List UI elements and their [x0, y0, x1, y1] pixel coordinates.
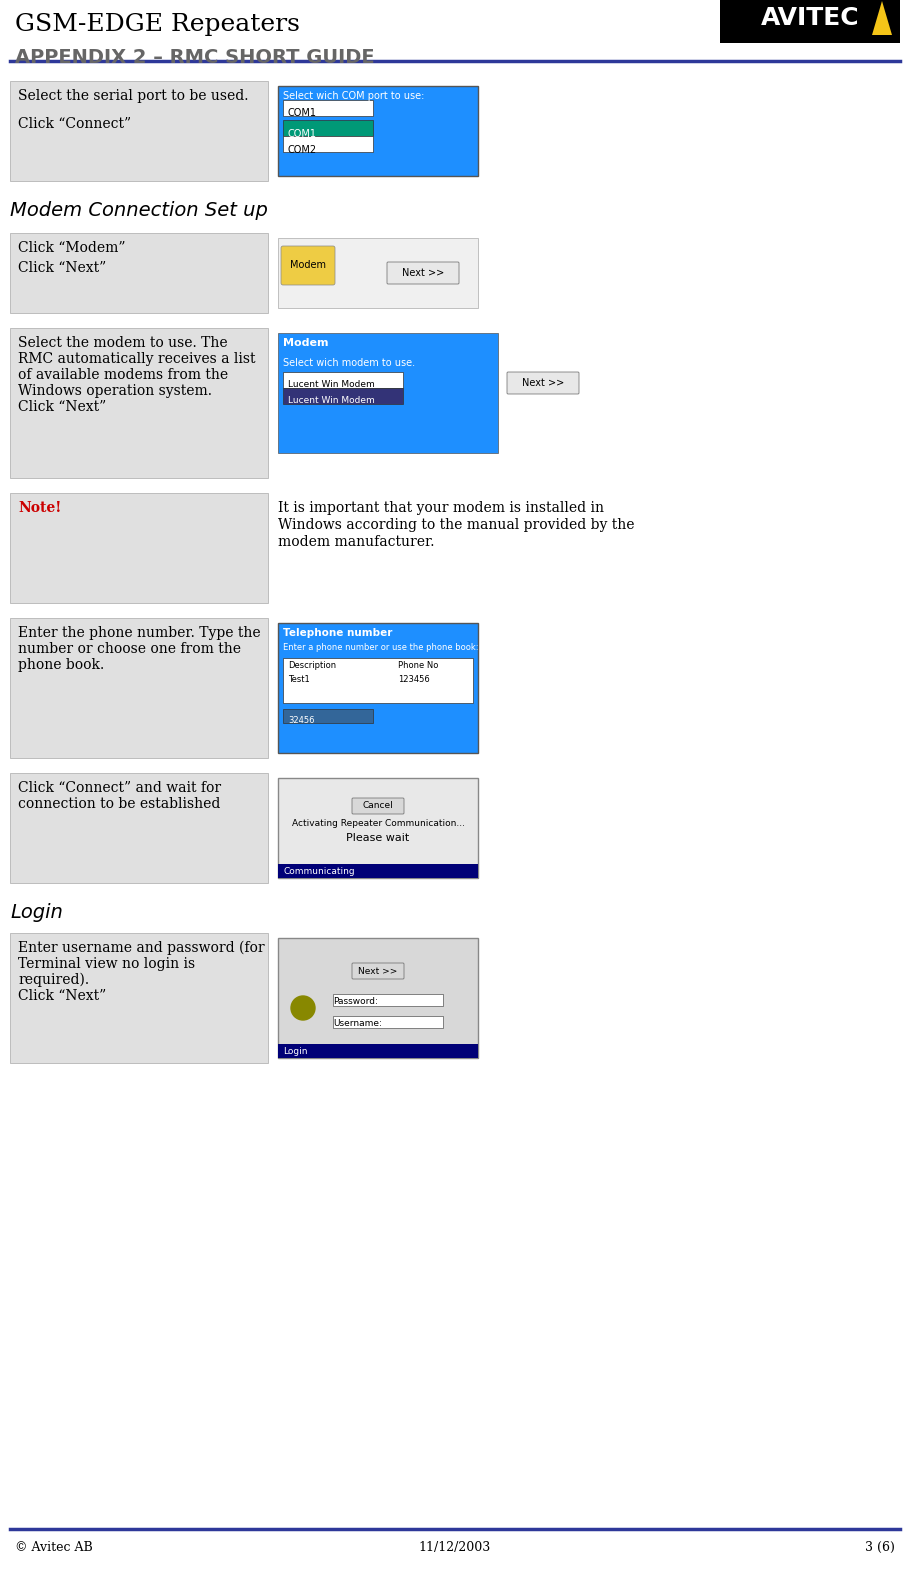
Text: Terminal view no login is: Terminal view no login is [18, 958, 195, 971]
FancyBboxPatch shape [278, 864, 478, 878]
Polygon shape [872, 2, 892, 35]
Text: Lucent Win Modem: Lucent Win Modem [288, 396, 374, 406]
Text: Click “Next”: Click “Next” [18, 990, 107, 1002]
Text: Modem: Modem [283, 337, 329, 348]
Text: Password:: Password: [333, 998, 378, 1006]
Text: RMC automatically receives a list: RMC automatically receives a list [18, 352, 255, 366]
Text: of available modems from the: of available modems from the [18, 368, 228, 382]
FancyBboxPatch shape [278, 624, 478, 753]
Text: number or choose one from the: number or choose one from the [18, 643, 241, 655]
Circle shape [291, 996, 315, 1020]
Text: Enter username and password (for: Enter username and password (for [18, 940, 264, 955]
Text: Select wich modem to use.: Select wich modem to use. [283, 358, 415, 368]
Text: Click “Next”: Click “Next” [18, 261, 107, 275]
Text: phone book.: phone book. [18, 659, 104, 671]
FancyBboxPatch shape [10, 328, 268, 477]
FancyBboxPatch shape [281, 247, 335, 285]
Text: Description: Description [288, 660, 336, 670]
Text: Click “Connect” and wait for: Click “Connect” and wait for [18, 781, 221, 796]
FancyBboxPatch shape [283, 372, 403, 388]
Text: Windows according to the manual provided by the: Windows according to the manual provided… [278, 519, 634, 531]
FancyBboxPatch shape [10, 617, 268, 757]
Text: Communicating: Communicating [283, 867, 354, 875]
FancyBboxPatch shape [352, 963, 404, 978]
FancyBboxPatch shape [283, 388, 403, 404]
Text: It is important that your modem is installed in: It is important that your modem is insta… [278, 501, 604, 515]
Text: connection to be established: connection to be established [18, 797, 220, 811]
FancyBboxPatch shape [720, 0, 900, 43]
Text: Login: Login [10, 904, 63, 923]
Text: Activating Repeater Communication...: Activating Repeater Communication... [292, 818, 465, 827]
FancyBboxPatch shape [10, 493, 268, 603]
FancyBboxPatch shape [278, 778, 478, 878]
Text: Note!: Note! [18, 501, 61, 515]
Text: 123456: 123456 [398, 675, 430, 684]
Text: Login: Login [283, 1047, 308, 1055]
FancyBboxPatch shape [283, 119, 373, 135]
Text: Select wich COM port to use:: Select wich COM port to use: [283, 91, 425, 100]
Text: Click “Modem”: Click “Modem” [18, 240, 126, 255]
Text: Please wait: Please wait [346, 834, 410, 843]
FancyBboxPatch shape [278, 939, 478, 1058]
FancyBboxPatch shape [283, 100, 373, 116]
Text: Next >>: Next >> [402, 267, 445, 278]
FancyBboxPatch shape [333, 994, 443, 1006]
Text: Click “Next”: Click “Next” [18, 399, 107, 414]
Text: modem manufacturer.: modem manufacturer. [278, 535, 435, 549]
FancyBboxPatch shape [10, 232, 268, 313]
FancyBboxPatch shape [278, 239, 478, 309]
FancyBboxPatch shape [387, 263, 459, 285]
FancyBboxPatch shape [10, 81, 268, 181]
FancyBboxPatch shape [507, 372, 579, 395]
FancyBboxPatch shape [283, 135, 373, 153]
Text: Next >>: Next >> [358, 966, 398, 975]
FancyBboxPatch shape [278, 1044, 478, 1058]
Text: Telephone number: Telephone number [283, 628, 393, 638]
FancyBboxPatch shape [278, 86, 478, 177]
Text: Cancel: Cancel [363, 802, 394, 810]
Text: Lucent Win Modem: Lucent Win Modem [288, 380, 374, 390]
Text: Click “Connect”: Click “Connect” [18, 118, 131, 130]
Text: 3 (6): 3 (6) [865, 1542, 895, 1554]
FancyBboxPatch shape [352, 799, 404, 815]
Text: Select the serial port to be used.: Select the serial port to be used. [18, 89, 249, 103]
Text: © Avitec AB: © Avitec AB [15, 1542, 93, 1554]
Text: Modem Connection Set up: Modem Connection Set up [10, 200, 268, 220]
Text: AVITEC: AVITEC [761, 6, 859, 30]
Text: Modem: Modem [290, 259, 326, 270]
Text: Enter a phone number or use the phone book:: Enter a phone number or use the phone bo… [283, 643, 478, 652]
Text: Phone No: Phone No [398, 660, 438, 670]
Text: 11/12/2003: 11/12/2003 [419, 1542, 491, 1554]
Text: APPENDIX 2 – RMC SHORT GUIDE: APPENDIX 2 – RMC SHORT GUIDE [15, 48, 374, 67]
Text: Test1: Test1 [288, 675, 310, 684]
Text: GSM-EDGE Repeaters: GSM-EDGE Repeaters [15, 13, 300, 37]
Text: Enter the phone number. Type the: Enter the phone number. Type the [18, 625, 261, 640]
Text: Username:: Username: [333, 1018, 382, 1028]
FancyBboxPatch shape [283, 659, 473, 703]
Text: 32456: 32456 [288, 716, 314, 725]
FancyBboxPatch shape [10, 773, 268, 883]
Text: COM1: COM1 [288, 129, 317, 138]
FancyBboxPatch shape [10, 932, 268, 1063]
FancyBboxPatch shape [283, 710, 373, 722]
Text: COM2: COM2 [288, 145, 317, 154]
Text: required).: required). [18, 974, 89, 988]
Text: COM1: COM1 [288, 108, 317, 118]
Text: Windows operation system.: Windows operation system. [18, 383, 212, 398]
FancyBboxPatch shape [278, 333, 498, 453]
FancyBboxPatch shape [333, 1017, 443, 1028]
Text: Select the modem to use. The: Select the modem to use. The [18, 336, 228, 350]
Text: Next >>: Next >> [522, 379, 564, 388]
